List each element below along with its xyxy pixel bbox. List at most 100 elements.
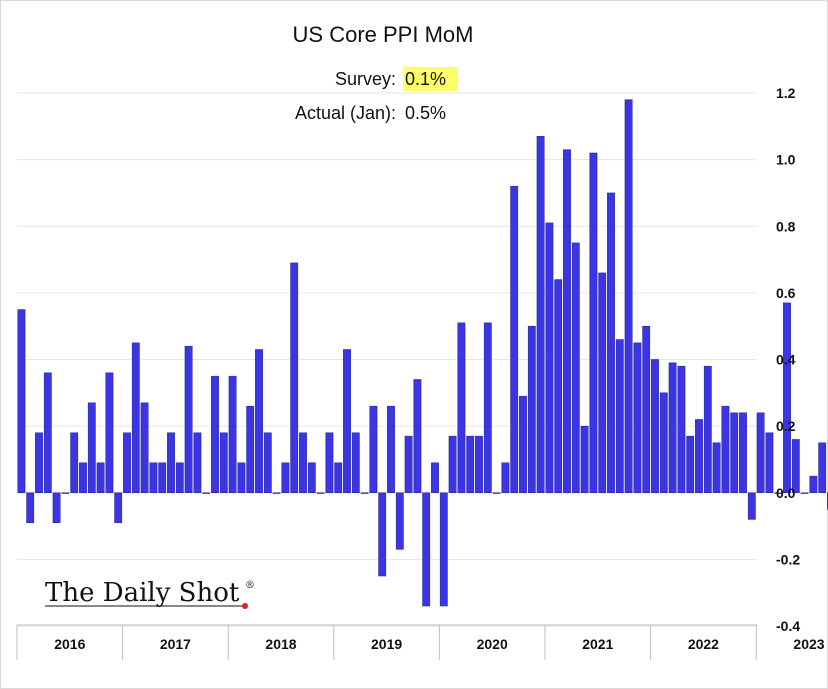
bar <box>211 375 219 493</box>
bar <box>70 432 79 494</box>
bar <box>316 492 325 494</box>
bar <box>378 492 387 577</box>
y-tick-label: -0.4 <box>776 618 800 634</box>
bar <box>105 372 114 494</box>
bar <box>369 405 378 494</box>
bar <box>351 432 360 494</box>
bar <box>721 405 730 494</box>
bar <box>510 186 519 493</box>
x-tick-label: 2016 <box>54 636 85 652</box>
bar <box>554 279 563 493</box>
x-tick-label: 2023 <box>793 636 824 652</box>
bar <box>809 475 818 493</box>
bar <box>659 392 668 493</box>
bar <box>457 322 466 494</box>
bar <box>387 405 395 494</box>
bar <box>598 272 607 494</box>
bar <box>131 342 140 493</box>
bar <box>571 242 580 493</box>
bar <box>730 412 739 493</box>
bar <box>360 492 369 494</box>
bar <box>61 492 70 494</box>
bar <box>299 432 307 494</box>
bar <box>642 325 651 493</box>
bar <box>668 362 677 493</box>
bar <box>167 432 175 494</box>
bar <box>466 435 475 493</box>
bar <box>255 349 263 493</box>
bar <box>307 462 316 493</box>
y-tick-label: 0.2 <box>776 418 796 434</box>
bar <box>756 412 765 493</box>
survey-label: Survey: <box>335 69 396 89</box>
bar <box>96 462 105 493</box>
y-tick-label: 0.4 <box>776 352 796 368</box>
bar <box>677 365 686 494</box>
x-tick-label: 2022 <box>688 636 719 652</box>
watermark-registered: ® <box>245 580 255 591</box>
bar <box>17 309 26 493</box>
bar <box>448 435 457 493</box>
bar <box>519 395 527 493</box>
y-tick-label: 1.0 <box>776 152 796 168</box>
y-tick-label: -0.2 <box>776 551 800 567</box>
bar <box>800 492 809 494</box>
y-tick-label: 0.0 <box>776 485 796 501</box>
bar <box>175 462 184 493</box>
bar <box>492 492 501 494</box>
actual-label: Actual (Jan): <box>295 103 396 123</box>
bar <box>686 435 695 493</box>
y-axis: 1.2 1.0 0.8 0.6 0.4 0.2 0.0 -0.2 -0.4 <box>776 85 800 634</box>
x-axis: 2016 2017 2018 2019 2020 2021 2022 2023 <box>16 624 825 660</box>
bar <box>739 412 747 493</box>
bar <box>483 322 492 494</box>
bar <box>791 439 800 494</box>
watermark-logo: The Daily Shot <box>45 578 240 608</box>
bar <box>580 425 589 493</box>
survey-value: 0.1% <box>405 69 446 89</box>
bar <box>747 492 756 520</box>
bar <box>624 99 633 493</box>
bar <box>422 492 431 607</box>
bar <box>343 349 351 493</box>
bar <box>290 262 299 493</box>
bar <box>87 402 96 493</box>
chart-title: US Core PPI MoM <box>293 22 474 47</box>
bar <box>536 136 545 493</box>
x-tick-label: 2021 <box>582 636 613 652</box>
bar <box>149 462 158 493</box>
bar <box>43 372 52 494</box>
y-tick-label: 0.8 <box>776 218 796 234</box>
bar <box>193 432 202 494</box>
bar <box>818 442 827 493</box>
bar <box>413 379 422 493</box>
bar <box>237 462 246 493</box>
bar <box>52 492 61 523</box>
bar <box>501 462 510 493</box>
bar <box>475 435 483 493</box>
x-tick-label: 2020 <box>477 636 508 652</box>
bar <box>712 442 721 493</box>
bar <box>545 222 554 493</box>
bar <box>325 432 334 494</box>
bar <box>184 345 193 493</box>
x-tick-label: 2017 <box>160 636 191 652</box>
y-tick-label: 1.2 <box>776 85 796 101</box>
bar <box>26 492 35 523</box>
bar <box>219 432 228 494</box>
bar <box>703 365 712 494</box>
bar <box>615 339 624 494</box>
bar <box>246 405 255 494</box>
bar <box>404 435 413 493</box>
bar <box>563 149 571 493</box>
x-tick-label: 2018 <box>265 636 296 652</box>
bar <box>431 462 439 493</box>
y-tick-label: 0.6 <box>776 285 796 301</box>
bar <box>651 359 659 493</box>
bar <box>281 462 290 493</box>
bar <box>140 402 149 493</box>
bar <box>783 302 791 493</box>
bar <box>765 432 774 494</box>
bar <box>228 375 237 493</box>
bar <box>633 342 642 493</box>
